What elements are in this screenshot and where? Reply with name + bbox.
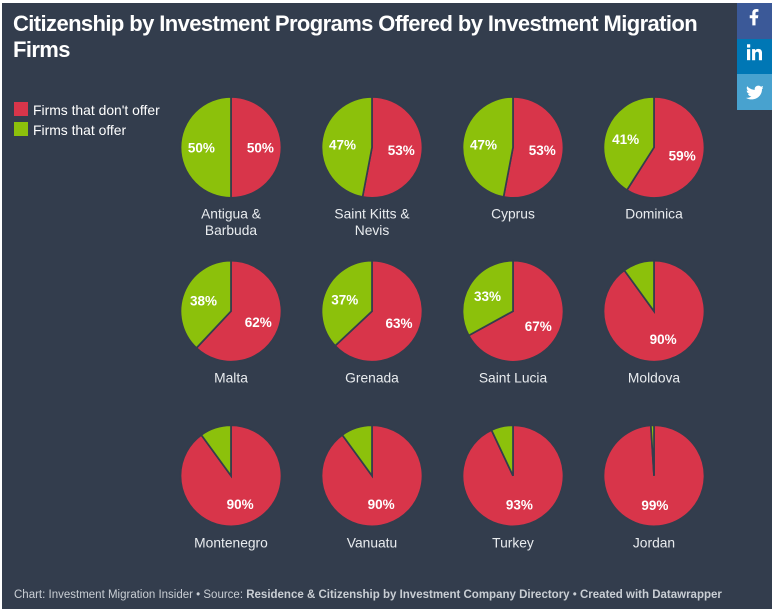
svg-text:Cyprus: Cyprus <box>491 207 535 222</box>
svg-text:Antigua &: Antigua & <box>201 207 261 222</box>
svg-text:41%: 41% <box>612 132 639 147</box>
svg-text:38%: 38% <box>190 293 217 308</box>
svg-text:67%: 67% <box>525 319 552 334</box>
svg-text:53%: 53% <box>529 143 556 158</box>
svg-text:Nevis: Nevis <box>355 223 390 238</box>
svg-text:Saint Kitts &: Saint Kitts & <box>334 207 409 222</box>
svg-text:33%: 33% <box>474 289 501 304</box>
svg-text:Moldova: Moldova <box>628 371 680 386</box>
svg-text:Malta: Malta <box>214 371 248 386</box>
svg-text:Dominica: Dominica <box>625 207 683 222</box>
svg-text:62%: 62% <box>245 315 272 330</box>
svg-text:59%: 59% <box>669 149 696 164</box>
svg-text:Grenada: Grenada <box>345 371 399 386</box>
svg-text:37%: 37% <box>331 292 358 307</box>
svg-text:93%: 93% <box>506 498 533 513</box>
svg-text:63%: 63% <box>385 316 412 331</box>
svg-text:Vanuatu: Vanuatu <box>347 536 397 551</box>
svg-text:50%: 50% <box>247 140 274 155</box>
svg-text:90%: 90% <box>650 332 677 347</box>
svg-text:Barbuda: Barbuda <box>205 223 257 238</box>
svg-text:47%: 47% <box>329 138 356 153</box>
svg-text:Montenegro: Montenegro <box>194 536 268 551</box>
svg-text:50%: 50% <box>188 140 215 155</box>
svg-text:90%: 90% <box>227 497 254 512</box>
svg-text:99%: 99% <box>641 498 668 513</box>
svg-text:Turkey: Turkey <box>492 536 534 551</box>
svg-text:53%: 53% <box>388 143 415 158</box>
svg-text:47%: 47% <box>470 138 497 153</box>
svg-text:Jordan: Jordan <box>633 536 675 551</box>
svg-text:90%: 90% <box>368 497 395 512</box>
svg-text:Saint Lucia: Saint Lucia <box>479 371 548 386</box>
